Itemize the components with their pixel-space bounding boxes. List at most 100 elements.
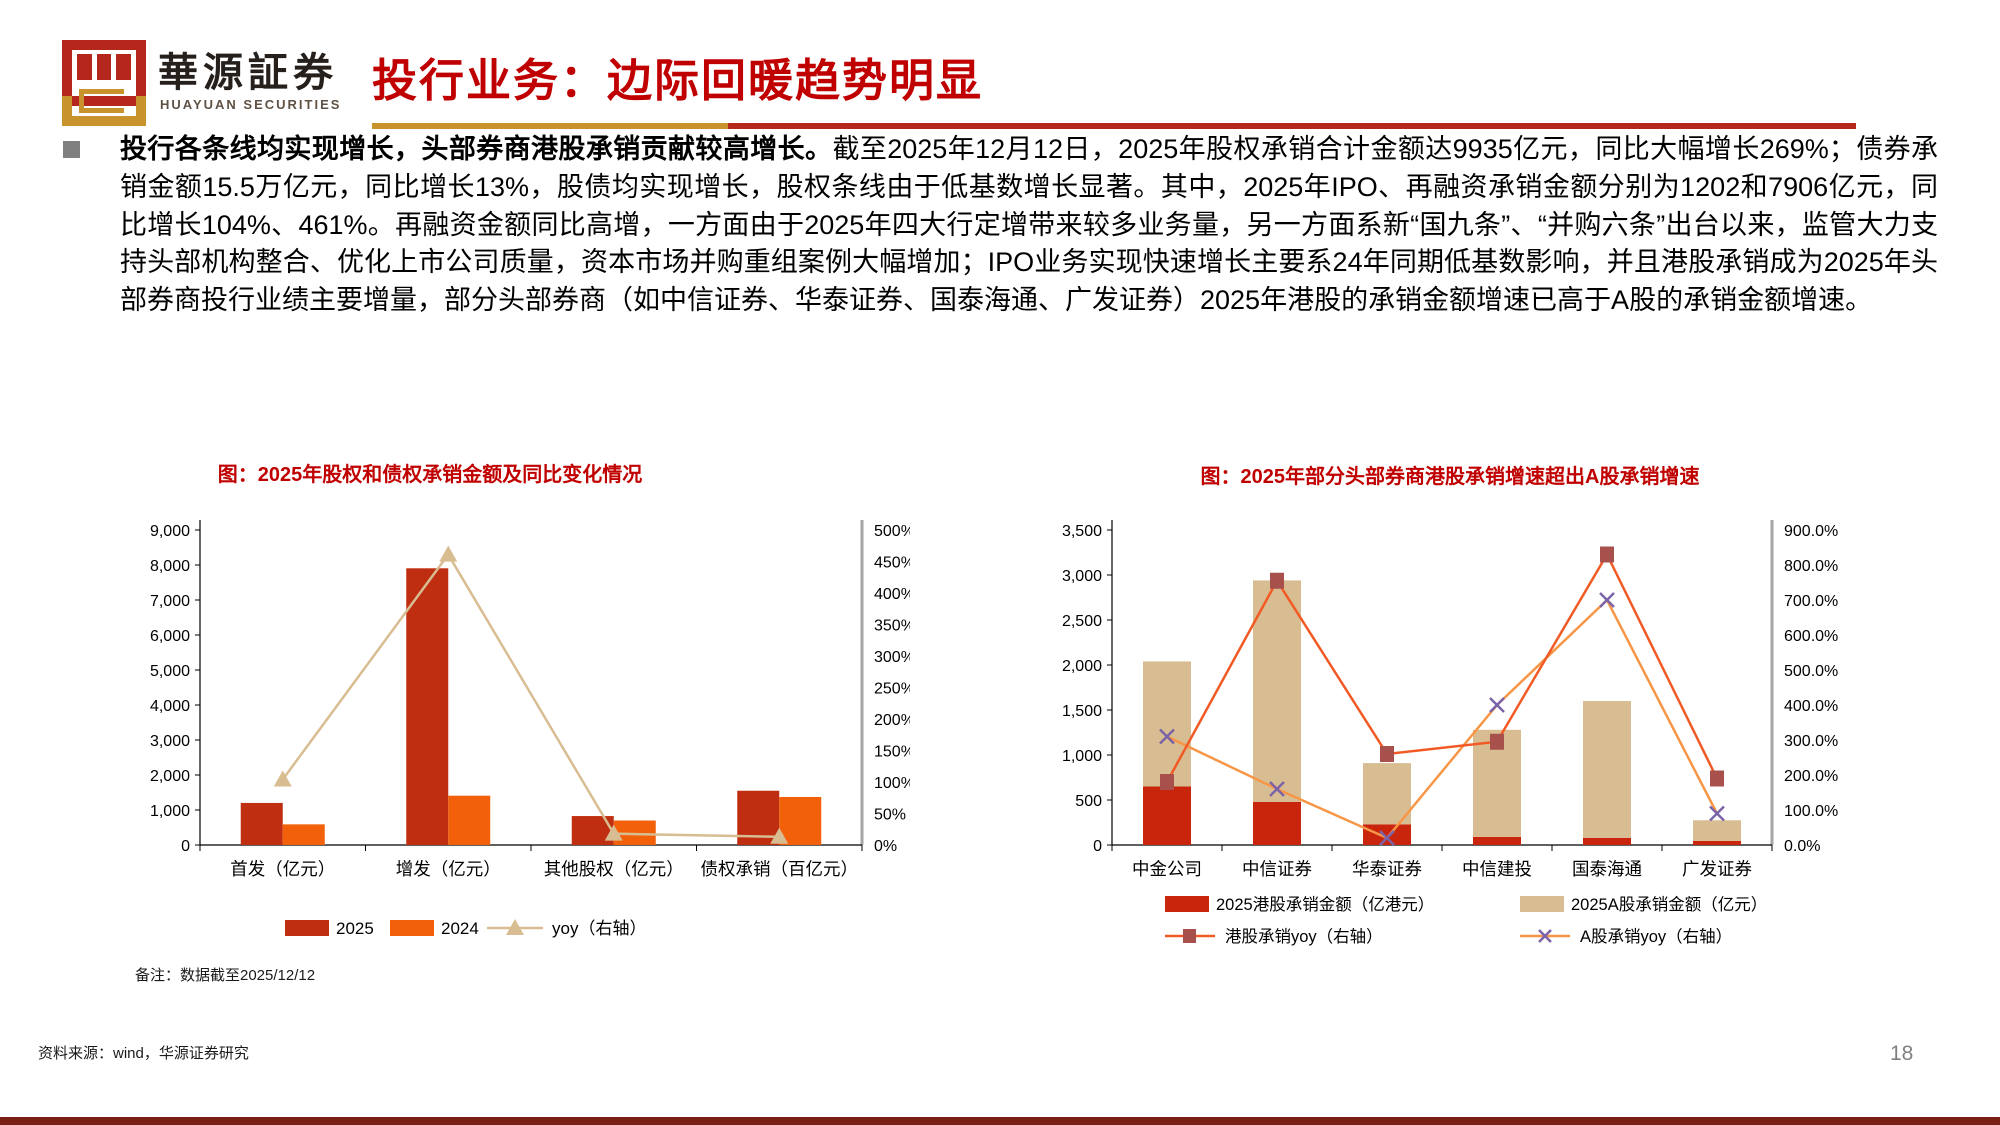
equity-debt-underwriting-chart: 0 1,000 2,000 3,000 4,000 5,000 6,000 7,000 8,00… — [100, 492, 915, 962]
right-axis-tick: 900.0% — [1784, 523, 1838, 540]
left-axis-tick: 500 — [1075, 793, 1102, 810]
bar-a-1 — [1253, 580, 1301, 802]
a-yoy-line — [1166, 597, 1719, 840]
bar-hk-1 — [1253, 801, 1301, 845]
a-x-marker — [1379, 830, 1395, 846]
a-x-marker — [1599, 592, 1615, 608]
page-title: 投行业务：边际回暖趋势明显 — [372, 55, 984, 106]
legend-hk-yoy-marker — [1183, 929, 1196, 943]
x-category-label: 中金公司 — [1132, 859, 1202, 879]
x-category-label: 华泰证券 — [1352, 859, 1422, 879]
bar-a-2 — [1363, 763, 1411, 825]
title-underline-red — [728, 123, 1856, 129]
hk-square-marker — [1380, 746, 1394, 762]
hk-square-marker — [1490, 733, 1504, 750]
left-axis-tick: 2,500 — [1062, 613, 1102, 630]
left-axis-tick: 1,500 — [1062, 703, 1102, 720]
bar-hk-0 — [1143, 786, 1191, 845]
legend-swatch-a-amt — [1520, 896, 1564, 912]
bar-a-4 — [1583, 701, 1631, 838]
right-axis-tick: 300.0% — [1784, 733, 1838, 750]
right-axis-tick: 300% — [874, 649, 910, 666]
legend-label-2024: 2024 — [441, 919, 479, 938]
left-axis-tick: 3,000 — [1062, 568, 1102, 585]
a-x-marker — [1709, 805, 1725, 822]
x-category-label: 首发（亿元） — [230, 859, 335, 879]
legend-label-a-yoy: A股承销yoy（右轴） — [1580, 927, 1732, 946]
legend-swatch-2025 — [285, 920, 329, 936]
hk-square-marker — [1270, 572, 1284, 589]
left-chart-title: 图：2025年股权和债权承销金额及同比变化情况 — [217, 464, 643, 486]
summary-paragraph: 投行各条线均实现增长，头部券商港股承销贡献较高增长。截至2025年12月12日，… — [120, 131, 1938, 320]
hk-square-marker — [1710, 770, 1724, 787]
bar-a-0 — [1143, 661, 1191, 787]
left-axis-tick: 5,000 — [150, 663, 190, 680]
right-axis-tick: 150% — [874, 744, 910, 761]
right-axis-tick: 500.0% — [1784, 663, 1838, 680]
legend-label-hk-amt: 2025港股承销金额（亿港元） — [1216, 895, 1434, 914]
bar-hk-5 — [1693, 840, 1741, 845]
left-axis-tick: 2,000 — [150, 768, 190, 785]
legend-yoy-marker — [506, 919, 524, 935]
chart-note: 备注：数据截至2025/12/12 — [135, 967, 316, 984]
right-axis-tick: 700.0% — [1784, 593, 1838, 610]
equity-debt-chart-svg: 0 1,000 2,000 3,000 4,000 5,000 6,000 7,000 8,00… — [150, 520, 915, 938]
yoy-line — [281, 552, 780, 839]
left-axis-tick: 1,000 — [1062, 748, 1102, 765]
right-axis-tick: 200% — [874, 712, 910, 729]
bullet-square — [63, 141, 80, 158]
x-category-label: 国泰海通 — [1572, 859, 1642, 879]
bar-hk-3 — [1473, 836, 1521, 845]
right-axis-tick: 400% — [874, 586, 910, 603]
right-axis-tick: 50% — [874, 807, 906, 824]
x-category-label: 债权承销（百亿元） — [701, 859, 859, 879]
left-axis-tick: 4,000 — [150, 698, 190, 715]
hk-square-marker — [1600, 546, 1614, 563]
footer-bar — [0, 1117, 2000, 1125]
legend-label-a-amt: 2025A股承销金额（亿元） — [1571, 895, 1767, 914]
a-x-marker — [1489, 697, 1505, 713]
left-axis-tick: 9,000 — [150, 523, 190, 540]
yoy-triangle-marker — [273, 770, 292, 787]
brand-name-cn: 華源証券 — [158, 49, 338, 96]
bar-hk-4 — [1583, 837, 1631, 845]
summary-rest: 截至2025年12月12日，2025年股权承销合计金额达9935亿元，同比大幅增… — [120, 134, 1938, 316]
legend-label-yoy: yoy（右轴） — [552, 919, 646, 938]
logo-seal-gold — [62, 96, 146, 126]
right-axis-tick: 500% — [874, 523, 910, 540]
huayuan-logo-icon — [62, 40, 146, 126]
logo-seal-mark — [79, 89, 124, 113]
x-category-label: 中信建投 — [1462, 859, 1532, 879]
hk-yoy-line — [1165, 551, 1719, 783]
hk-square-marker — [1160, 774, 1174, 790]
left-axis-tick: 0 — [1093, 838, 1102, 855]
bar-2025-0 — [240, 802, 283, 845]
right-axis-tick: 200.0% — [1784, 768, 1838, 785]
bar-2025-1 — [406, 568, 449, 845]
yoy-triangle-marker — [604, 824, 623, 841]
bar-a-5 — [1693, 820, 1741, 841]
x-category-label: 其他股权（亿元） — [544, 859, 684, 879]
right-axis-tick: 0.0% — [1784, 838, 1820, 855]
broker-hk-a-underwriting-chart: 0 500 1,000 1,500 2,000 2,500 3,000 3,500 0.0% 10… — [1050, 492, 1950, 962]
right-axis-tick: 450% — [874, 555, 910, 572]
left-axis-tick: 8,000 — [150, 558, 190, 575]
right-axis-tick: 400.0% — [1784, 698, 1838, 715]
a-x-marker — [1159, 728, 1175, 745]
x-category-label: 广发证券 — [1682, 859, 1752, 879]
legend-swatch-hk-amt — [1165, 896, 1209, 912]
legend-swatch-2024 — [390, 920, 434, 936]
x-category-label: 增发（亿元） — [396, 859, 501, 879]
legend-label-hk-yoy: 港股承销yoy（右轴） — [1225, 927, 1383, 946]
logo-seal-red — [62, 40, 146, 106]
legend-label-2025: 2025 — [336, 919, 374, 938]
page-number: 18 — [1890, 1042, 1914, 1065]
right-axis-tick: 800.0% — [1784, 558, 1838, 575]
a-x-marker — [1269, 781, 1285, 797]
x-category-label: 中信证券 — [1242, 859, 1312, 879]
left-axis-tick: 0 — [181, 838, 190, 855]
yoy-triangle-marker — [439, 545, 458, 562]
bar-2024-0 — [282, 824, 325, 845]
left-axis-tick: 3,500 — [1062, 523, 1102, 540]
